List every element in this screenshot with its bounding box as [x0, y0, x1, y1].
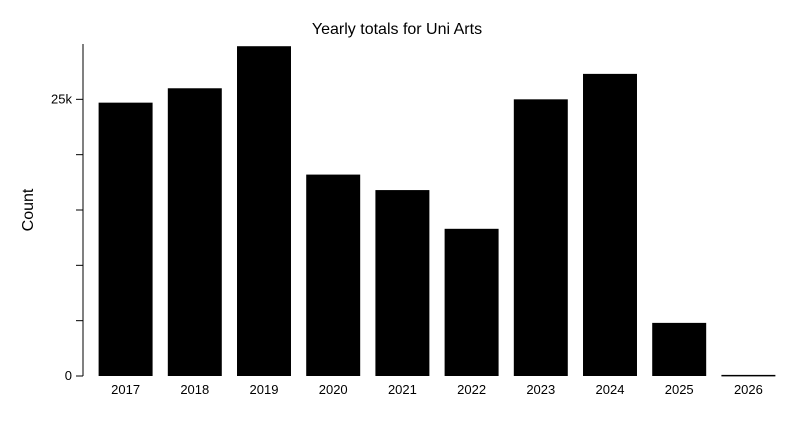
bar-2022: [444, 228, 499, 376]
x-tick-label: 2019: [250, 382, 279, 397]
x-tick-label: 2024: [596, 382, 625, 397]
x-tick-label: 2022: [457, 382, 486, 397]
bar-2020: [306, 174, 361, 376]
x-tick-label: 2020: [319, 382, 348, 397]
y-tick-label: 25k: [51, 91, 72, 106]
bars-group: [98, 46, 776, 377]
x-tick-label: 2026: [734, 382, 763, 397]
x-tick-label: 2017: [111, 382, 140, 397]
bar-2018: [167, 88, 222, 377]
x-tick-label: 2025: [665, 382, 694, 397]
bar-2026: [721, 374, 776, 377]
bar-2023: [513, 99, 568, 376]
bar-2019: [237, 46, 291, 377]
bar-2024: [583, 73, 637, 376]
bar-2021: [375, 190, 430, 376]
y-tick-label: 0: [65, 368, 72, 383]
y-axis-ticks: 0 25k: [51, 91, 83, 383]
bar-2025: [652, 322, 707, 376]
y-axis-label: Count: [20, 188, 37, 231]
bar-2017: [98, 102, 153, 377]
x-axis-ticks: 2017 2018 2019 2020 2021 2022 2023 2024 2025 2026: [111, 382, 763, 397]
x-tick-label: 2023: [526, 382, 555, 397]
x-tick-label: 2018: [180, 382, 209, 397]
chart-title: Yearly totals for Uni Arts: [312, 21, 482, 38]
x-tick-label: 2021: [388, 382, 417, 397]
